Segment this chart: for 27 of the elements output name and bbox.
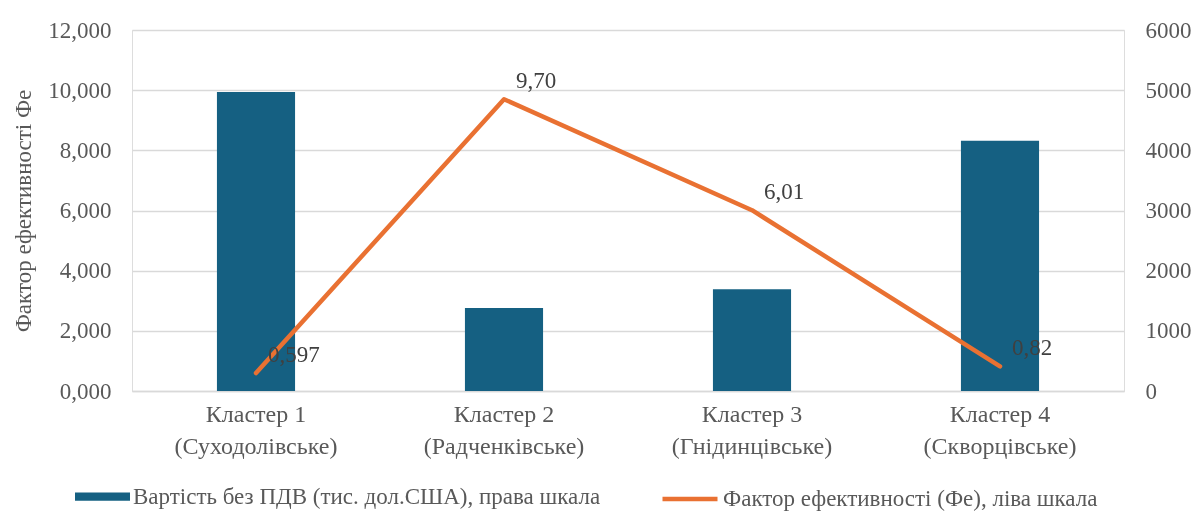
y-axis-title: Фактор ефективності Фе [11, 89, 37, 333]
y2-tick-label: 4000 [1145, 137, 1192, 163]
data-label: 9,70 [516, 68, 557, 94]
y2-tick-label: 5000 [1145, 77, 1192, 103]
y2-tick-label: 1000 [1145, 318, 1192, 344]
legend-label: Фактор ефективності (Фе), ліва шкала [723, 486, 1098, 511]
x-tick-label: Кластер 2 (Радченківське) [423, 400, 585, 459]
bar [712, 289, 792, 391]
bar [464, 307, 544, 391]
y2-tick-label: 3000 [1145, 198, 1192, 223]
y-tick-label: 10,000 [48, 77, 112, 103]
y2-tick-label: 0 [1145, 378, 1157, 404]
x-tick-label: Кластер 4 (Скворцівське) [923, 400, 1077, 459]
data-label: 6,01 [764, 179, 805, 205]
y-tick-label: 0,000 [59, 378, 112, 404]
y-tick-label: 12,000 [48, 17, 112, 43]
legend-label: Вартість без ПДВ (тис. дол.США), права шкала [133, 483, 601, 509]
y-tick-label: 4,000 [59, 258, 112, 284]
data-label: 0,597 [268, 342, 320, 368]
y2-tick-label: 6000 [1145, 17, 1192, 43]
x-tick-label: Кластер 1 (Суходолівське) [174, 400, 338, 459]
line-series [253, 96, 1003, 376]
y-tick-label: 8,000 [59, 137, 112, 163]
y-tick-label: 6,000 [59, 198, 112, 223]
y-tick-label: 2,000 [59, 318, 112, 344]
y2-tick-label: 2000 [1145, 258, 1192, 284]
x-tick-label: Кластер 3 (Гнідинцівське) [671, 400, 833, 459]
